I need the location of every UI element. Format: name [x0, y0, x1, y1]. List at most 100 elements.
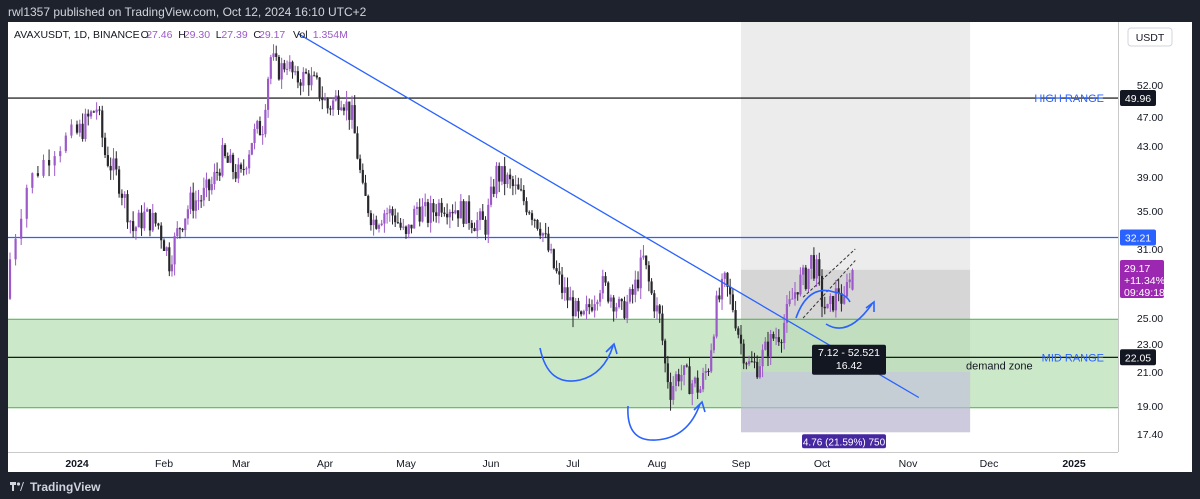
candle-body	[192, 192, 195, 211]
legend-symbol: AVAXUSDT, 1D, BINANCE	[14, 29, 140, 41]
candle-body	[112, 158, 115, 171]
candle-body	[753, 361, 756, 363]
candle-body	[8, 259, 12, 299]
candle-body	[237, 164, 240, 179]
candle-body	[407, 224, 410, 234]
candle-body	[734, 310, 737, 329]
candle-body	[272, 53, 275, 58]
candle-body	[845, 282, 849, 297]
time-tick-label: Sep	[732, 458, 751, 470]
candle-body	[615, 307, 618, 312]
candle-body	[269, 57, 272, 79]
candle-body	[81, 123, 84, 139]
candle-body	[533, 219, 536, 221]
candle-body	[831, 296, 835, 311]
candle-body	[506, 174, 509, 185]
tradingview-logo-icon	[10, 482, 24, 491]
candle-body	[176, 228, 179, 237]
candle-body	[78, 123, 81, 133]
time-axis: 2024 Feb Mar Apr May Jun Jul Aug Sep Oct Nov Dec 202…	[8, 452, 1118, 472]
candle-body	[239, 164, 243, 170]
drawn-arrow-3	[865, 300, 875, 312]
candle-body	[826, 304, 829, 309]
candle-body	[98, 109, 101, 111]
candle-body	[226, 156, 229, 163]
candle-body	[585, 304, 588, 312]
trendline	[297, 32, 920, 399]
position-label-bg	[802, 434, 886, 449]
candle-body	[372, 219, 375, 226]
candle-body	[571, 297, 575, 317]
candle-body	[446, 213, 449, 218]
candle-body	[666, 363, 669, 383]
candle-body	[426, 202, 430, 223]
candle-body	[834, 288, 837, 311]
plot-layer: HIGH RANGE MID RANGE demand zone 7.12 - 52.…	[8, 22, 1118, 449]
candle-body	[609, 297, 613, 302]
candle-body	[216, 171, 219, 173]
candle-body	[123, 194, 126, 198]
candle-body	[231, 154, 235, 173]
candle-body	[492, 186, 495, 194]
candle-body	[258, 121, 262, 136]
candle-body	[737, 328, 740, 335]
level-label-0: HIGH RANGE	[1034, 93, 1104, 105]
candle-body	[280, 63, 283, 80]
footer-bar: TradingView	[0, 474, 1200, 499]
candle-body	[218, 172, 221, 176]
price-tick-label: 19.00	[1137, 401, 1163, 413]
chart-svg[interactable]: HIGH RANGE MID RANGE demand zone 7.12 - 52.…	[8, 22, 1192, 472]
candle-body	[590, 307, 594, 311]
candle-body	[14, 238, 17, 260]
legend-vol-label: Vol	[293, 29, 308, 41]
time-tick-label: Oct	[814, 458, 830, 470]
legend-o-label: O	[141, 29, 149, 41]
candle-body	[53, 156, 56, 166]
candle-body	[413, 208, 416, 229]
candle-body	[432, 203, 435, 213]
candle-body	[404, 226, 408, 234]
drawn-curve-0	[539, 345, 614, 382]
price-tick-label: 17.40	[1137, 429, 1163, 441]
level-badge-0	[1120, 90, 1156, 107]
candle-body	[234, 172, 237, 179]
candle-body	[669, 382, 672, 400]
level-label-2: MID RANGE	[1042, 352, 1104, 364]
candle-body	[745, 363, 748, 365]
candle-body	[229, 154, 232, 163]
time-tick-label: Jul	[566, 458, 579, 470]
candle-body	[101, 110, 104, 138]
candle-body	[415, 206, 419, 209]
candle-body	[541, 233, 545, 236]
candle-body	[208, 179, 211, 191]
candle-body	[793, 292, 797, 299]
candle-body	[140, 212, 143, 229]
candle-body	[715, 295, 718, 337]
candle-body	[634, 279, 637, 295]
candle-body	[519, 189, 523, 191]
candle-body	[332, 100, 335, 110]
time-tick-label: Jun	[483, 458, 500, 470]
candle-body	[756, 361, 759, 378]
candle-body	[729, 286, 732, 295]
candle-body	[777, 337, 780, 343]
candle-body	[503, 166, 506, 185]
candle-body	[353, 105, 356, 134]
price-tick-label: 23.00	[1137, 339, 1163, 351]
legend-vol-value: 1.354M	[313, 29, 348, 41]
candle-body	[151, 212, 154, 231]
candle-body	[639, 257, 642, 289]
candle-body	[731, 294, 734, 311]
candle-body	[780, 342, 783, 344]
drawn-curve-2	[795, 289, 851, 319]
candle-body	[574, 300, 577, 317]
candle-body	[356, 133, 359, 159]
time-tick-label: 2025	[1062, 458, 1086, 470]
candle-body	[851, 270, 854, 290]
legend-l-value: 27.39	[221, 29, 247, 41]
chart-area[interactable]: HIGH RANGE MID RANGE demand zone 7.12 - 52.…	[8, 22, 1192, 472]
candle-body	[313, 75, 316, 77]
time-tick-label: Mar	[232, 458, 251, 470]
candle-body	[566, 287, 569, 301]
